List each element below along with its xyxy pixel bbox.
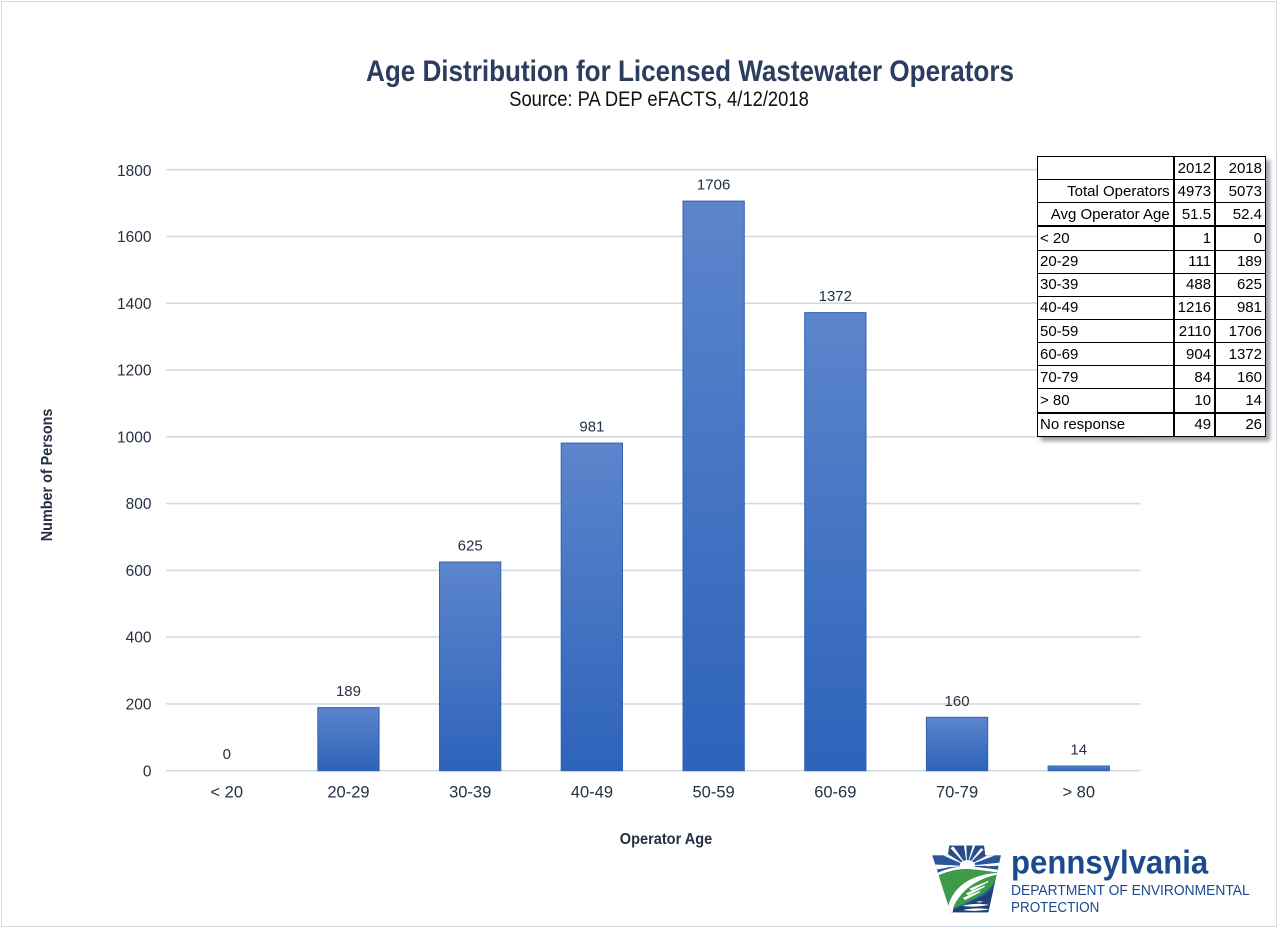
svg-text:50-59: 50-59	[693, 784, 735, 802]
svg-text:189: 189	[336, 683, 361, 700]
svg-text:70-79: 70-79	[936, 784, 978, 802]
svg-text:0: 0	[143, 763, 152, 780]
svg-text:DEPARTMENT OF ENVIRONMENTAL: DEPARTMENT OF ENVIRONMENTAL	[1011, 883, 1250, 899]
svg-text:40-49: 40-49	[571, 784, 613, 802]
svg-text:> 80: > 80	[1062, 784, 1095, 802]
svg-text:PROTECTION: PROTECTION	[1011, 900, 1099, 916]
svg-text:1600: 1600	[117, 229, 152, 246]
svg-text:60-69: 60-69	[814, 784, 856, 802]
svg-text:160: 160	[945, 693, 970, 710]
svg-text:pennsylvania: pennsylvania	[1011, 843, 1209, 880]
svg-text:Operator Age: Operator Age	[620, 831, 713, 848]
svg-text:Number of Persons: Number of Persons	[39, 409, 56, 542]
svg-text:1400: 1400	[117, 296, 152, 313]
svg-text:200: 200	[126, 697, 152, 714]
svg-text:600: 600	[126, 563, 152, 580]
svg-text:1200: 1200	[117, 363, 152, 380]
svg-text:1800: 1800	[117, 163, 152, 180]
svg-text:1372: 1372	[819, 288, 852, 305]
svg-text:1000: 1000	[117, 429, 152, 446]
svg-text:625: 625	[458, 538, 483, 555]
svg-text:30-39: 30-39	[449, 784, 491, 802]
svg-text:400: 400	[126, 630, 152, 647]
svg-text:14: 14	[1070, 742, 1087, 759]
svg-text:800: 800	[126, 496, 152, 513]
svg-text:1706: 1706	[697, 177, 730, 194]
svg-text:20-29: 20-29	[327, 784, 369, 802]
svg-text:< 20: < 20	[210, 784, 243, 802]
svg-text:0: 0	[223, 746, 231, 763]
svg-text:981: 981	[579, 419, 604, 436]
